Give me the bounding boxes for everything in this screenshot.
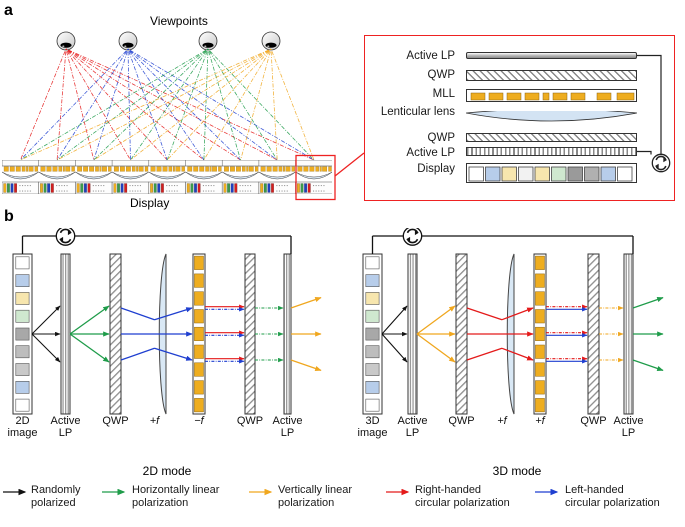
svg-text:−f: −f <box>194 415 204 427</box>
svg-text:QWP: QWP <box>448 415 474 427</box>
svg-text:+f: +f <box>150 415 160 427</box>
svg-text:Active: Active <box>273 415 303 427</box>
svg-text:2D: 2D <box>15 415 29 427</box>
svg-text:+f: +f <box>535 415 545 427</box>
svg-text:Active: Active <box>51 415 81 427</box>
svg-text:LP: LP <box>406 427 419 439</box>
svg-text:LP: LP <box>281 427 294 439</box>
svg-text:Active: Active <box>398 415 428 427</box>
svg-text:3D: 3D <box>365 415 379 427</box>
svg-text:LP: LP <box>59 427 72 439</box>
svg-text:image: image <box>8 427 38 439</box>
svg-text:+f: +f <box>497 415 507 427</box>
svg-text:image: image <box>358 427 388 439</box>
svg-text:QWP: QWP <box>580 415 606 427</box>
svg-text:Active: Active <box>614 415 644 427</box>
svg-text:QWP: QWP <box>102 415 128 427</box>
svg-text:QWP: QWP <box>237 415 263 427</box>
svg-text:LP: LP <box>622 427 635 439</box>
